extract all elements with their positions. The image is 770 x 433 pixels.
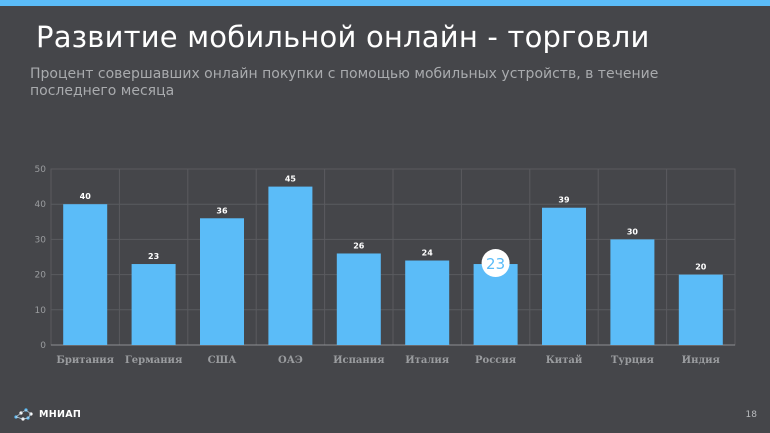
- bar: [63, 204, 108, 345]
- y-tick-label: 40: [35, 200, 47, 210]
- bar: [405, 260, 450, 345]
- bar: [131, 264, 176, 345]
- bar: [336, 253, 381, 345]
- y-tick-label: 30: [35, 235, 47, 245]
- data-label: 40: [80, 192, 92, 201]
- y-tick-label: 10: [35, 306, 47, 316]
- bar: [473, 264, 518, 345]
- highlight-marker: [481, 249, 510, 278]
- data-label: 26: [353, 241, 365, 250]
- x-tick-label: Китай: [546, 355, 583, 366]
- slide-subtitle: Процент совершавших онлайн покупки с пом…: [30, 66, 659, 99]
- bar: [542, 207, 586, 345]
- bar: [268, 186, 313, 345]
- data-label: 30: [627, 227, 639, 236]
- data-label: 39: [558, 196, 570, 205]
- logo-icon: [14, 408, 33, 421]
- top-accent-bar: [0, 0, 770, 6]
- x-tick-label: ОАЭ: [278, 355, 303, 366]
- highlight-label: 23: [486, 255, 505, 273]
- data-label: 24: [422, 249, 434, 258]
- data-label: 36: [216, 206, 228, 215]
- x-tick-label: Испания: [333, 355, 385, 366]
- x-tick-label: Германия: [125, 355, 183, 366]
- bar: [678, 274, 723, 345]
- y-tick-label: 50: [35, 165, 47, 175]
- bar: [200, 218, 244, 345]
- x-tick-label: Индия: [682, 355, 721, 366]
- data-label: 45: [285, 175, 297, 184]
- y-tick-label: 20: [35, 271, 47, 281]
- logo-text: МНИАП: [39, 408, 82, 420]
- x-tick-label: США: [208, 355, 238, 366]
- data-label: 23: [148, 252, 159, 261]
- x-tick-label: Россия: [475, 355, 517, 366]
- bar: [610, 239, 655, 345]
- y-tick-label: 0: [40, 341, 46, 351]
- x-tick-label: Италия: [405, 355, 450, 366]
- page-number: 18: [745, 410, 757, 420]
- data-label: 20: [695, 263, 707, 272]
- slide-title: Развитие мобильной онлайн - торговли: [36, 20, 650, 54]
- logo: МНИАП: [12, 406, 81, 422]
- x-tick-label: Британия: [56, 355, 114, 366]
- x-tick-label: Турция: [611, 355, 655, 366]
